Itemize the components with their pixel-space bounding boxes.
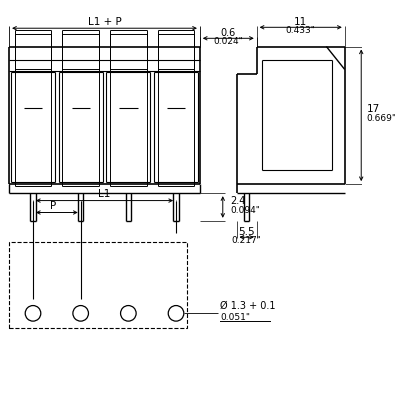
Text: 0.433": 0.433" <box>286 26 316 34</box>
Text: 11: 11 <box>294 17 307 27</box>
Text: 0.024": 0.024" <box>213 36 243 46</box>
Text: Ø 1.3 + 0.1: Ø 1.3 + 0.1 <box>220 301 276 311</box>
Text: L1: L1 <box>98 189 111 199</box>
Text: 2.4: 2.4 <box>230 196 246 206</box>
Text: 0.669": 0.669" <box>367 114 395 124</box>
Text: P: P <box>50 201 56 211</box>
Text: L1 + P: L1 + P <box>88 17 121 27</box>
Text: 0.094": 0.094" <box>230 206 260 215</box>
Text: 5.5: 5.5 <box>238 227 255 237</box>
Bar <box>9 242 187 328</box>
Text: 0.217": 0.217" <box>232 236 261 246</box>
Text: 0.051": 0.051" <box>220 312 250 322</box>
Text: 17: 17 <box>367 104 380 114</box>
Text: 0.6: 0.6 <box>221 28 236 38</box>
